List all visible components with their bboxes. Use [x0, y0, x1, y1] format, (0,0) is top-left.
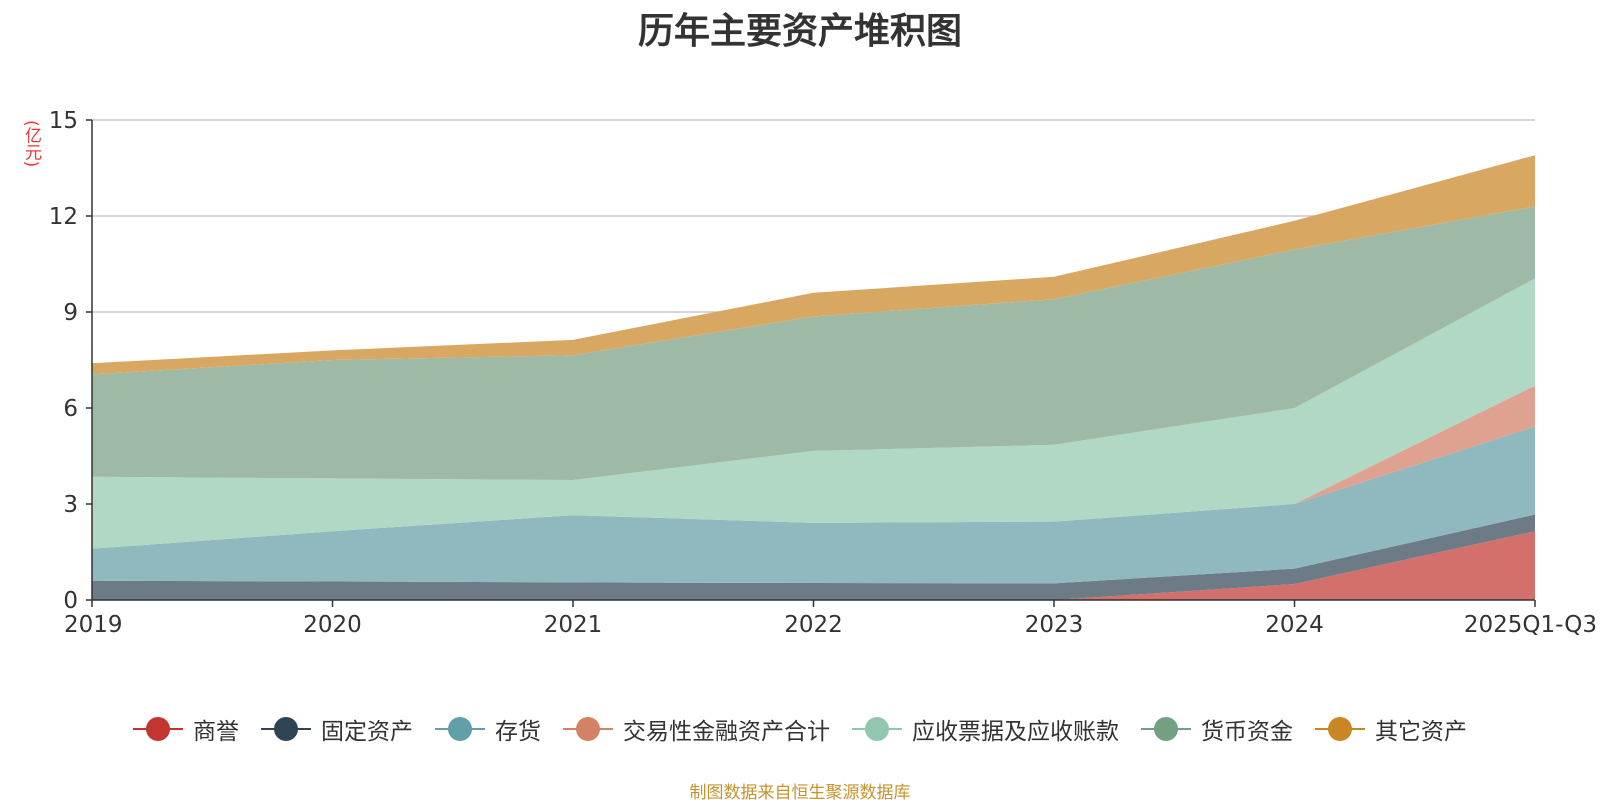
area-series: [92, 155, 1535, 600]
legend-item-5[interactable]: 货币资金: [1141, 712, 1293, 746]
legend: 商誉 固定资产 存货 交易性金融资产合计 应收票据及应收账款 货币资金 其它资产: [0, 712, 1600, 746]
area-series-4: [92, 278, 1535, 549]
legend-label: 商誉: [193, 719, 239, 745]
legend-label: 存货: [495, 719, 541, 745]
x-tick-label: 2023: [1025, 612, 1084, 638]
legend-label: 其它资产: [1375, 719, 1467, 745]
x-tick-label: 2022: [784, 612, 843, 638]
legend-marker-icon: [563, 717, 613, 741]
area-series-5: [92, 206, 1535, 480]
legend-item-4[interactable]: 应收票据及应收账款: [852, 712, 1119, 746]
y-tick-label: 9: [63, 300, 78, 326]
x-tick-label: 2020: [303, 612, 362, 638]
area-series-2: [92, 426, 1535, 584]
area-series-0: [92, 531, 1535, 600]
x-tick-label: 2021: [544, 612, 603, 638]
x-tick-label: 2025Q1-Q3: [1464, 612, 1597, 638]
legend-item-6[interactable]: 其它资产: [1315, 712, 1467, 746]
legend-marker-icon: [261, 717, 311, 741]
legend-label: 固定资产: [321, 719, 413, 745]
legend-item-2[interactable]: 存货: [435, 712, 541, 746]
data-source-note: 制图数据来自恒生聚源数据库: [689, 783, 911, 803]
legend-item-3[interactable]: 交易性金融资产合计: [563, 712, 830, 746]
legend-marker-icon: [1141, 717, 1191, 741]
legend-marker-icon: [852, 717, 902, 741]
y-tick-label: 0: [63, 588, 78, 614]
legend-label: 交易性金融资产合计: [623, 719, 830, 745]
y-axis-label: (亿元): [21, 120, 41, 168]
x-tick-label: 2019: [64, 612, 123, 638]
y-tick-label: 12: [49, 204, 78, 230]
axes: 0 3 6 9 12 15 2019 2020 2021 2022 2023 2024 2025Q1-Q…: [49, 108, 1597, 638]
legend-item-1[interactable]: 固定资产: [261, 712, 413, 746]
y-tick-label: 15: [49, 108, 78, 134]
legend-marker-icon: [1315, 717, 1365, 741]
area-series-1: [92, 514, 1535, 600]
x-tick-label: 2024: [1265, 612, 1324, 638]
legend-label: 货币资金: [1201, 719, 1293, 745]
y-tick-label: 6: [63, 396, 78, 422]
legend-item-0[interactable]: 商誉: [133, 712, 239, 746]
legend-marker-icon: [133, 717, 183, 741]
chart-title: 历年主要资产堆积图: [637, 11, 962, 52]
y-tick-label: 3: [63, 492, 78, 518]
legend-marker-icon: [435, 717, 485, 741]
legend-label: 应收票据及应收账款: [912, 719, 1119, 745]
